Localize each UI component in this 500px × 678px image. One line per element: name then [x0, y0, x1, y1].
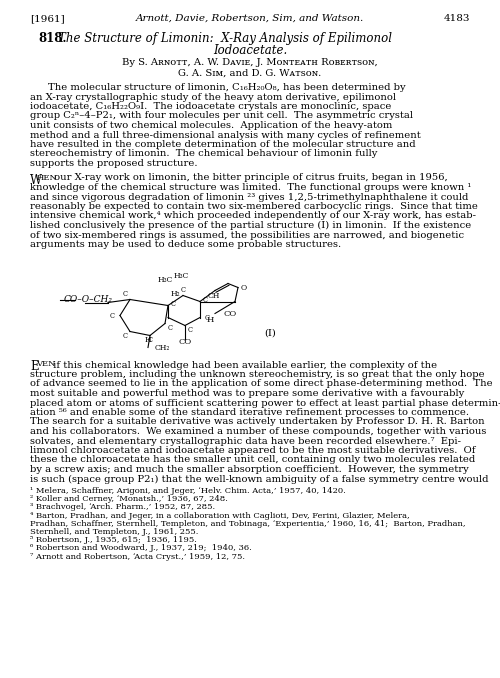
- Text: structure problem, including the unknown stereochemistry, is so great that the o: structure problem, including the unknown…: [30, 370, 484, 379]
- Text: CO–O–CH₂: CO–O–CH₂: [64, 295, 112, 304]
- Text: H: H: [144, 336, 152, 344]
- Text: The Structure of Limonin:  X-Ray Analysis of Epilimonol: The Structure of Limonin: X-Ray Analysis…: [58, 32, 392, 45]
- Text: unit consists of two chemical molecules.  Application of the heavy-atom: unit consists of two chemical molecules.…: [30, 121, 393, 130]
- Text: 4183: 4183: [444, 14, 470, 23]
- Text: Iodoacetate.: Iodoacetate.: [213, 44, 287, 57]
- Text: CO: CO: [178, 338, 192, 346]
- Text: VEN: VEN: [36, 361, 56, 369]
- Text: by a screw axis; and much the smaller absorption coefficient.  However, the symm: by a screw axis; and much the smaller ab…: [30, 465, 469, 474]
- Text: have resulted in the complete determination of the molecular structure and: have resulted in the complete determinat…: [30, 140, 415, 149]
- Text: Arnott, Davie, Robertson, Sim, and Watson.: Arnott, Davie, Robertson, Sim, and Watso…: [136, 14, 364, 23]
- Text: of two six-membered rings is assumed, the possibilities are narrowed, and biogen: of two six-membered rings is assumed, th…: [30, 231, 464, 239]
- Text: limonol chloroacetate and iodoacetate appeared to be the most suitable derivativ: limonol chloroacetate and iodoacetate ap…: [30, 446, 476, 455]
- Text: H: H: [207, 315, 214, 323]
- Text: ⁵ Robertson, J., 1935, 615;  1936, 1195.: ⁵ Robertson, J., 1935, 615; 1936, 1195.: [30, 536, 197, 544]
- Text: our X-ray work on limonin, the bitter principle of citrus fruits, began in 1956,: our X-ray work on limonin, the bitter pr…: [51, 174, 448, 182]
- Text: Sternhell, and Templeton, J., 1961, 255.: Sternhell, and Templeton, J., 1961, 255.: [30, 528, 198, 536]
- Text: C: C: [170, 300, 175, 308]
- Text: these the chloroacetate has the smaller unit cell, containing only two molecules: these the chloroacetate has the smaller …: [30, 456, 475, 464]
- Text: C: C: [188, 327, 192, 334]
- Text: if this chemical knowledge had been available earlier, the complexity of the: if this chemical knowledge had been avai…: [50, 361, 437, 370]
- Text: of advance seemed to lie in the application of some direct phase-determining met: of advance seemed to lie in the applicat…: [30, 380, 492, 388]
- Text: [1961]: [1961]: [30, 14, 65, 23]
- Text: CH: CH: [208, 292, 220, 300]
- Text: C: C: [148, 336, 152, 344]
- Text: and his collaborators.  We examined a number of these compounds, together with v: and his collaborators. We examined a num…: [30, 427, 486, 436]
- Text: ¹ Melera, Schaffner, Arigoni, and Jeger, ‘Helv. Chim. Acta,’ 1957, 40, 1420.: ¹ Melera, Schaffner, Arigoni, and Jeger,…: [30, 487, 346, 495]
- Text: arguments may be used to deduce some probable structures.: arguments may be used to deduce some pro…: [30, 240, 341, 249]
- Text: method and a full three-dimensional analysis with many cycles of refinement: method and a full three-dimensional anal…: [30, 130, 421, 140]
- Text: By S. Aʀɴᴏᴛᴛ, A. W. Dᴀᴠɪᴇ, J. Mᴏɴᴛᴇᴀᴛʜ Rᴏʙᴇʀᴛѕᴏɴ,: By S. Aʀɴᴏᴛᴛ, A. W. Dᴀᴠɪᴇ, J. Mᴏɴᴛᴇᴀᴛʜ R…: [122, 58, 378, 67]
- Text: most suitable and powerful method was to prepare some derivative with a favourab: most suitable and powerful method was to…: [30, 389, 464, 398]
- Text: supports the proposed structure.: supports the proposed structure.: [30, 159, 198, 168]
- Text: is such (space group P2₁) that the well-known ambiguity of a false symmetry cent: is such (space group P2₁) that the well-…: [30, 475, 488, 483]
- Text: E: E: [30, 361, 38, 374]
- Text: stereochemistry of limonin.  The chemical behaviour of limonin fully: stereochemistry of limonin. The chemical…: [30, 150, 378, 159]
- Text: group C₂ⁿ–4–P2₁, with four molecules per unit cell.  The asymmetric crystal: group C₂ⁿ–4–P2₁, with four molecules per…: [30, 111, 413, 121]
- Text: W: W: [30, 174, 42, 186]
- Text: The search for a suitable derivative was actively undertaken by Professor D. H. : The search for a suitable derivative was…: [30, 418, 484, 426]
- Text: O: O: [241, 283, 247, 292]
- Text: ⁷ Arnott and Robertson, ‘Acta Cryst.,’ 1959, 12, 75.: ⁷ Arnott and Robertson, ‘Acta Cryst.,’ 1…: [30, 553, 245, 561]
- Text: iodoacetate, C₁₆H₂₂O₉I.  The iodoacetate crystals are monoclinic, space: iodoacetate, C₁₆H₂₂O₉I. The iodoacetate …: [30, 102, 392, 111]
- Text: Pradhan, Schaffner, Sternhell, Templeton, and Tobinaga, ‘Experientia,’ 1960, 16,: Pradhan, Schaffner, Sternhell, Templeton…: [30, 520, 466, 527]
- Text: C: C: [110, 311, 114, 319]
- Text: (I): (I): [264, 329, 276, 338]
- Text: ⁴ Barton, Pradhan, and Jeger, in a collaboration with Caglioti, Dev, Ferini, Gla: ⁴ Barton, Pradhan, and Jeger, in a colla…: [30, 512, 409, 519]
- Text: reasonably be expected to contain two six-membered carbocyclic rings.  Since tha: reasonably be expected to contain two si…: [30, 202, 478, 211]
- Text: CH₂: CH₂: [155, 344, 170, 351]
- Text: H₃C: H₃C: [158, 275, 172, 283]
- Text: placed atom or atoms of sufficient scattering power to effect at least partial p: placed atom or atoms of sufficient scatt…: [30, 399, 500, 407]
- Text: The molecular structure of limonin, C₁₆H₂₀O₈, has been determined by: The molecular structure of limonin, C₁₆H…: [48, 83, 406, 92]
- Text: CO: CO: [223, 309, 236, 317]
- Text: H₂: H₂: [171, 290, 180, 298]
- Text: and since vigorous degradation of limonin ²³ gives 1,2,5-trimethylnaphthalene it: and since vigorous degradation of limoni…: [30, 193, 468, 201]
- Text: HEN: HEN: [36, 174, 58, 182]
- Text: G. A. Sɪᴍ, and D. G. Wᴀᴛѕᴏɴ.: G. A. Sɪᴍ, and D. G. Wᴀᴛѕᴏɴ.: [178, 69, 322, 78]
- Text: intensive chemical work,⁴ which proceeded independently of our X-ray work, has e: intensive chemical work,⁴ which proceede…: [30, 212, 476, 220]
- Text: C: C: [168, 325, 172, 332]
- Text: C: C: [202, 296, 207, 304]
- Text: H₃C: H₃C: [174, 271, 188, 279]
- Text: knowledge of the chemical structure was limited.  The functional groups were kno: knowledge of the chemical structure was …: [30, 183, 472, 192]
- Text: C: C: [180, 287, 186, 294]
- Text: ³ Brachvogel, ‘Arch. Pharm.,’ 1952, 87, 285.: ³ Brachvogel, ‘Arch. Pharm.,’ 1952, 87, …: [30, 503, 215, 511]
- Text: ation ⁵⁶ and enable some of the standard iterative refinement processes to comme: ation ⁵⁶ and enable some of the standard…: [30, 408, 469, 417]
- Text: C: C: [204, 313, 210, 321]
- Text: C: C: [122, 290, 128, 298]
- Text: ⁶ Robertson and Woodward, J., 1937, 219;  1940, 36.: ⁶ Robertson and Woodward, J., 1937, 219;…: [30, 544, 252, 553]
- Text: an X-ray crystallographic study of the heavy atom derivative, epilimonol: an X-ray crystallographic study of the h…: [30, 92, 396, 102]
- Text: C: C: [122, 332, 128, 340]
- Text: ² Koller and Cerney, ‘Monatsh.,’ 1936, 67, 248.: ² Koller and Cerney, ‘Monatsh.,’ 1936, 6…: [30, 495, 228, 503]
- Text: 818.: 818.: [38, 32, 66, 45]
- Text: solvates, and elementary crystallographic data have been recorded elsewhere.⁷  E: solvates, and elementary crystallographi…: [30, 437, 461, 445]
- Text: lished conclusively the presence of the partial structure (I) in limonin.  If th: lished conclusively the presence of the …: [30, 221, 471, 230]
